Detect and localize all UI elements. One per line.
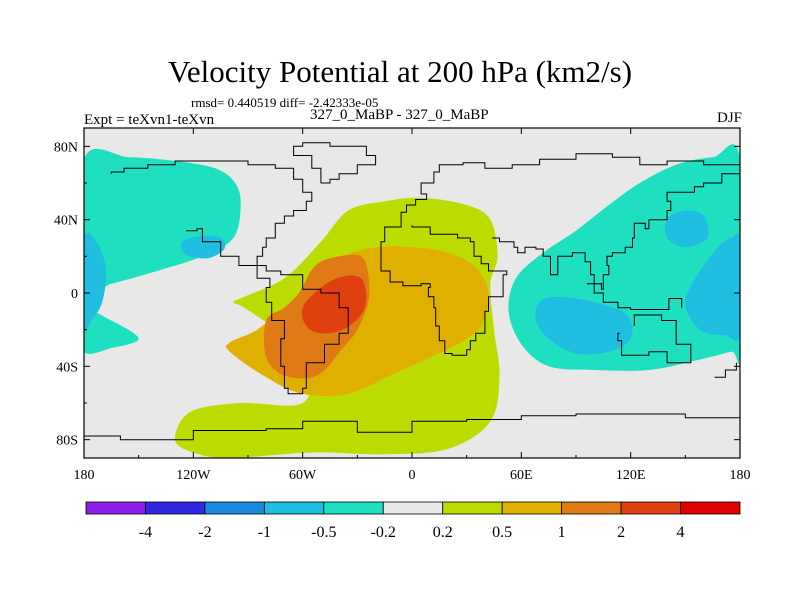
colorbar-label: 0.2 (433, 524, 453, 541)
colorbar-swatch (85, 501, 146, 515)
coastline (84, 413, 740, 441)
coastline (617, 314, 692, 364)
contour-region (301, 275, 367, 334)
y-tick-label: 80S (56, 434, 78, 449)
contour-region (685, 233, 740, 341)
colorbar-swatch (442, 501, 503, 515)
y-tick-label: 40S (56, 360, 78, 375)
season-label: DJF (716, 110, 742, 126)
x-tick-label: 0 (409, 468, 416, 483)
colorbar-label: -0.5 (311, 524, 336, 541)
y-tick-label: 80N (54, 140, 78, 155)
contour-region (664, 210, 709, 248)
contour-region (535, 296, 633, 355)
coastline (293, 142, 377, 184)
contour-region (84, 148, 241, 298)
coastline (380, 225, 508, 356)
colorbar-swatch (263, 501, 325, 515)
rmsd-stats: rmsd= 0.440519 diff= -2.42333e-05 (191, 95, 379, 110)
colorbar-swatch (501, 501, 563, 515)
colorbar-label: -0.2 (371, 524, 396, 541)
x-tick-label: 180 (74, 468, 95, 483)
colorbar-label: -1 (258, 524, 271, 541)
coastline (110, 160, 349, 395)
experiment-label: Expt = teXvn1-teXvn (84, 112, 215, 128)
coastline (393, 153, 740, 228)
colorbar-label: 2 (617, 524, 625, 541)
colorbar-label: -2 (198, 524, 211, 541)
axis-ticks: 180 120W 60W 0 60E 120E 180 80N 40N 0 40S 80S (54, 128, 751, 483)
map-fill-layer (84, 128, 740, 458)
colorbar-label: 1 (558, 524, 566, 541)
y-tick-label: 40N (54, 214, 78, 229)
case-label: 327_0_MaBP - 327_0_MaBP (310, 107, 489, 123)
coastline (492, 173, 740, 290)
x-tick-label: 60E (510, 468, 533, 483)
contour-region (84, 309, 139, 354)
colorbar-swatch (145, 501, 206, 515)
contour-region (84, 232, 107, 332)
colorbar-swatch (323, 501, 384, 515)
colorbar-label: -4 (139, 524, 152, 541)
colorbar-swatch (680, 501, 741, 515)
colorbar-swatch (382, 501, 444, 515)
chart-title: Velocity Potential at 200 hPa (km2/s) (167, 54, 633, 89)
coastline (586, 283, 683, 310)
x-tick-label: 120W (176, 468, 211, 483)
x-tick-label: 60W (289, 468, 317, 483)
x-tick-label: 180 (730, 468, 751, 483)
colorbar-label: 4 (677, 524, 685, 541)
y-tick-label: 0 (71, 287, 78, 302)
x-tick-label: 120E (616, 468, 646, 483)
colorbar-swatch (620, 501, 681, 515)
colorbar-label: 0.5 (492, 524, 512, 541)
colorbar-swatch (204, 501, 265, 515)
coastline (714, 362, 737, 378)
colorbar-swatch (561, 501, 622, 515)
coastline-layer (84, 142, 740, 441)
colorbar: -4 -2 -1 -0.5 -0.2 0.2 0.5 1 2 4 (85, 501, 741, 541)
